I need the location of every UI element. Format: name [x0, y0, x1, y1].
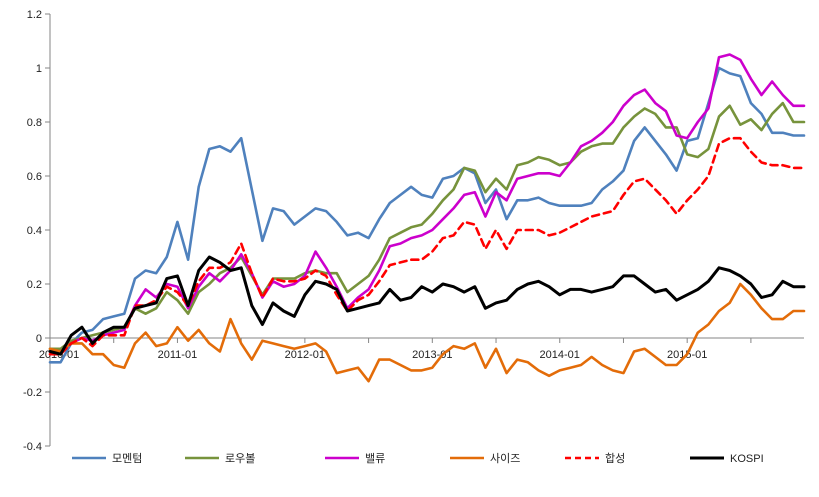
y-tick-label: -0.4 — [23, 441, 42, 453]
x-tick-label: 2011-01 — [158, 349, 198, 361]
legend-label: KOSPI — [730, 453, 764, 465]
legend-item: 밸류 — [325, 452, 385, 465]
legend-item: 사이즈 — [450, 452, 520, 465]
x-tick-label: 2014-01 — [540, 349, 580, 361]
legend-item: 로우볼 — [185, 452, 255, 465]
series-line-3 — [48, 282, 806, 383]
legend-label: 모멘텀 — [112, 452, 142, 465]
series-line-1 — [48, 101, 806, 351]
y-tick-label: 0.2 — [27, 279, 42, 291]
y-tick-label: 0.8 — [27, 117, 42, 129]
legend: 모멘텀 로우볼 밸류 사이즈 합성 KOSPI — [72, 452, 764, 465]
y-tick-label: 0 — [36, 333, 42, 345]
legend-label: 로우볼 — [225, 452, 255, 465]
x-tick-label: 2013-01 — [412, 349, 452, 361]
legend-label: 밸류 — [365, 452, 385, 465]
series-line-4 — [48, 136, 806, 356]
series-line-0 — [48, 66, 806, 364]
legend-item: KOSPI — [690, 453, 764, 465]
y-tick-label: 1 — [36, 63, 42, 75]
x-tick-label: 2012-01 — [285, 349, 325, 361]
series-line-5 — [48, 255, 806, 356]
series-line-2 — [48, 53, 806, 353]
legend-label: 합성 — [605, 452, 625, 465]
series-layer — [48, 53, 806, 383]
legend-item: 합성 — [565, 452, 625, 465]
y-tick-label: 0.6 — [27, 171, 42, 183]
legend-item: 모멘텀 — [72, 452, 142, 465]
y-tick-label: 1.2 — [27, 9, 42, 21]
y-tick-label: 0.4 — [27, 225, 42, 237]
y-tick-label: -0.2 — [23, 387, 42, 399]
legend-label: 사이즈 — [490, 452, 520, 465]
